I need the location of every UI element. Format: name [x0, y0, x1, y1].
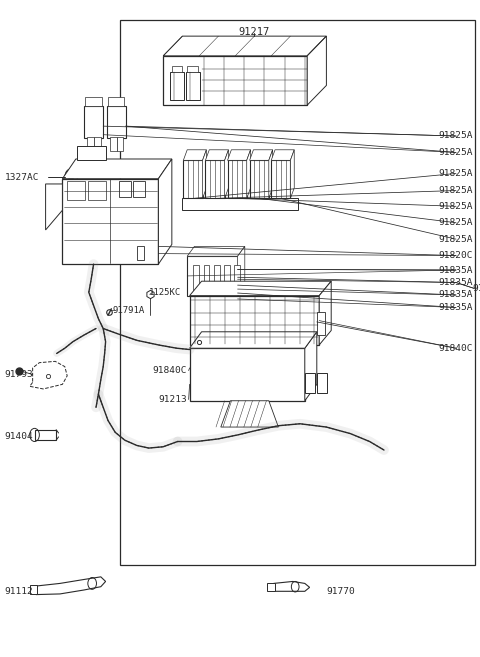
Bar — [190, 348, 305, 401]
Text: 91840C: 91840C — [153, 366, 187, 375]
Bar — [87, 137, 94, 151]
Bar — [182, 198, 298, 210]
Bar — [205, 160, 225, 198]
Bar — [187, 256, 238, 296]
Bar — [30, 585, 37, 594]
Bar — [117, 137, 123, 151]
Polygon shape — [274, 581, 310, 591]
Bar — [190, 296, 319, 345]
Bar — [108, 97, 124, 106]
Bar — [77, 146, 106, 160]
Polygon shape — [203, 150, 206, 198]
Text: 91825A: 91825A — [438, 218, 473, 227]
Polygon shape — [238, 246, 245, 296]
Polygon shape — [62, 159, 172, 179]
Circle shape — [69, 174, 73, 181]
Text: 91840C: 91840C — [438, 344, 473, 353]
Text: 91217: 91217 — [239, 26, 270, 37]
Text: 91835A: 91835A — [438, 303, 473, 312]
Bar — [234, 265, 240, 290]
Polygon shape — [205, 150, 228, 160]
Bar — [163, 56, 307, 105]
Polygon shape — [183, 150, 206, 160]
Bar — [186, 72, 200, 100]
Text: 1125KC: 1125KC — [149, 288, 181, 297]
Bar — [271, 160, 290, 198]
Polygon shape — [247, 150, 251, 198]
Bar — [67, 181, 85, 200]
Polygon shape — [228, 150, 251, 160]
Text: 91213: 91213 — [158, 395, 187, 404]
Bar — [250, 160, 269, 198]
Text: 91835A: 91835A — [438, 278, 473, 287]
Polygon shape — [163, 36, 326, 56]
Text: 91825A: 91825A — [438, 202, 473, 211]
Text: 91112: 91112 — [5, 587, 34, 596]
Bar — [137, 246, 144, 260]
Text: 91793: 91793 — [5, 370, 34, 379]
Text: 91825A: 91825A — [438, 131, 473, 141]
Bar — [85, 97, 102, 106]
Text: 91820C: 91820C — [438, 251, 473, 260]
Bar — [305, 373, 315, 393]
Bar — [214, 265, 220, 290]
Text: 91825A: 91825A — [438, 235, 473, 244]
Bar — [317, 312, 325, 335]
Polygon shape — [30, 361, 67, 389]
Text: 1327AC: 1327AC — [5, 173, 39, 182]
Bar — [204, 265, 209, 290]
Text: 91825A: 91825A — [438, 148, 473, 157]
Polygon shape — [36, 577, 106, 595]
Polygon shape — [305, 332, 317, 401]
Bar — [120, 20, 475, 565]
Bar — [187, 66, 198, 72]
Text: 91835A: 91835A — [438, 265, 473, 275]
Text: 91200: 91200 — [473, 284, 480, 293]
Bar — [94, 137, 101, 151]
Polygon shape — [250, 150, 273, 160]
Text: 91770: 91770 — [326, 587, 355, 596]
Polygon shape — [290, 150, 294, 198]
Polygon shape — [46, 184, 62, 230]
Polygon shape — [158, 159, 172, 264]
Bar — [183, 160, 203, 198]
Bar — [193, 265, 199, 290]
Polygon shape — [269, 150, 273, 198]
Text: 91825A: 91825A — [438, 169, 473, 178]
Bar — [35, 430, 56, 440]
Bar — [172, 66, 182, 72]
Bar — [119, 181, 131, 197]
Bar — [62, 179, 158, 264]
Polygon shape — [190, 281, 331, 296]
Bar — [133, 181, 145, 197]
Polygon shape — [221, 401, 278, 427]
Polygon shape — [307, 36, 326, 105]
Polygon shape — [319, 281, 331, 345]
Text: 91835A: 91835A — [438, 290, 473, 300]
Text: 91825A: 91825A — [438, 186, 473, 195]
Bar — [107, 106, 126, 138]
Bar — [228, 160, 247, 198]
Text: 91791A: 91791A — [113, 306, 145, 315]
Polygon shape — [190, 332, 317, 348]
Bar — [110, 137, 117, 151]
Bar — [170, 72, 184, 100]
Bar — [224, 265, 230, 290]
Bar — [88, 181, 106, 200]
Polygon shape — [187, 246, 245, 256]
Bar — [267, 583, 275, 591]
Text: 91404: 91404 — [5, 432, 34, 441]
Polygon shape — [271, 150, 294, 160]
Bar — [317, 373, 327, 393]
Bar — [84, 106, 103, 138]
Polygon shape — [225, 150, 228, 198]
